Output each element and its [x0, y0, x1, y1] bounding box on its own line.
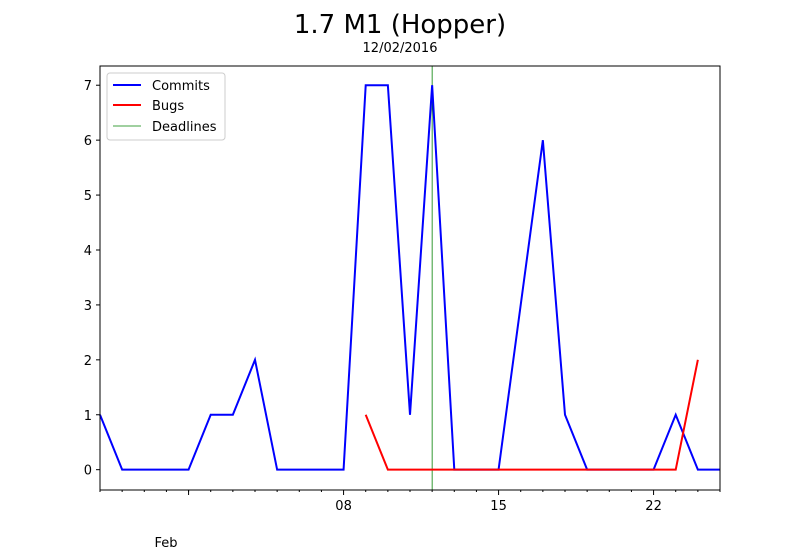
y-tick-label: 3	[84, 299, 92, 314]
series-line-bugs	[364, 359, 699, 471]
y-tick-label: 0	[84, 464, 92, 479]
legend-label-deadlines: Deadlines	[152, 120, 217, 135]
y-tick-label: 1	[84, 409, 92, 424]
legend-box	[106, 72, 226, 141]
ticks-layer: 0 1 2 3 4 5 6 7 08 15 22	[84, 79, 721, 514]
legend-label-commits: Commits	[152, 79, 210, 94]
y-tick-label: 7	[84, 79, 92, 94]
y-tick-label: 4	[84, 244, 92, 259]
y-tick-label: 5	[84, 189, 92, 204]
x-tick-label: 22	[645, 499, 662, 514]
series-layer	[99, 84, 720, 471]
chart-subtitle: 12/02/2016	[363, 41, 438, 56]
y-tick-label: 6	[84, 134, 92, 149]
y-tick-label: 2	[84, 354, 92, 369]
chart-title: 1.7 M1 (Hopper)	[294, 10, 506, 40]
x-tick-label: 08	[335, 499, 352, 514]
series-line-commits	[99, 84, 720, 471]
x-tick-label: 15	[490, 499, 507, 514]
legend-label-bugs: Bugs	[152, 99, 184, 114]
legend: Commits Bugs Deadlines	[106, 72, 226, 141]
x-month-label: Feb	[154, 536, 177, 550]
